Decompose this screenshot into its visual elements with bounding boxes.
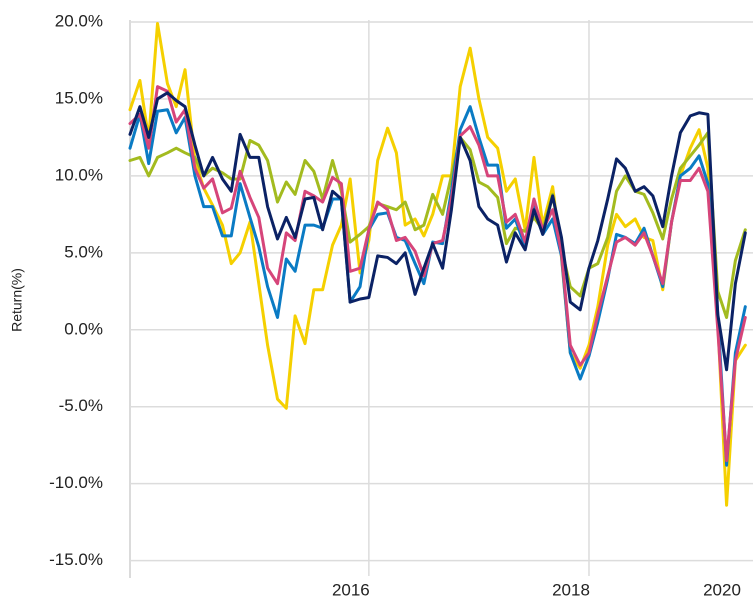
x-tick-label: 2018 [552,580,590,599]
y-axis-title: Return(%) [9,268,25,332]
y-tick-label: -15.0% [49,550,103,569]
y-tick-label: 10.0% [55,165,103,184]
series-line [128,85,747,463]
x-tick-label: 2016 [332,580,370,599]
series-line [128,22,747,507]
y-tick-label: -5.0% [59,396,103,415]
y-tick-label: 0.0% [64,319,103,338]
y-tick-label: 15.0% [55,88,103,107]
series-line [128,91,747,372]
x-tick-label: 2020 [703,580,741,599]
y-tick-label: 20.0% [55,11,103,30]
y-tick-label: -10.0% [49,473,103,492]
y-tick-label: 5.0% [64,242,103,261]
series-line [128,105,747,467]
